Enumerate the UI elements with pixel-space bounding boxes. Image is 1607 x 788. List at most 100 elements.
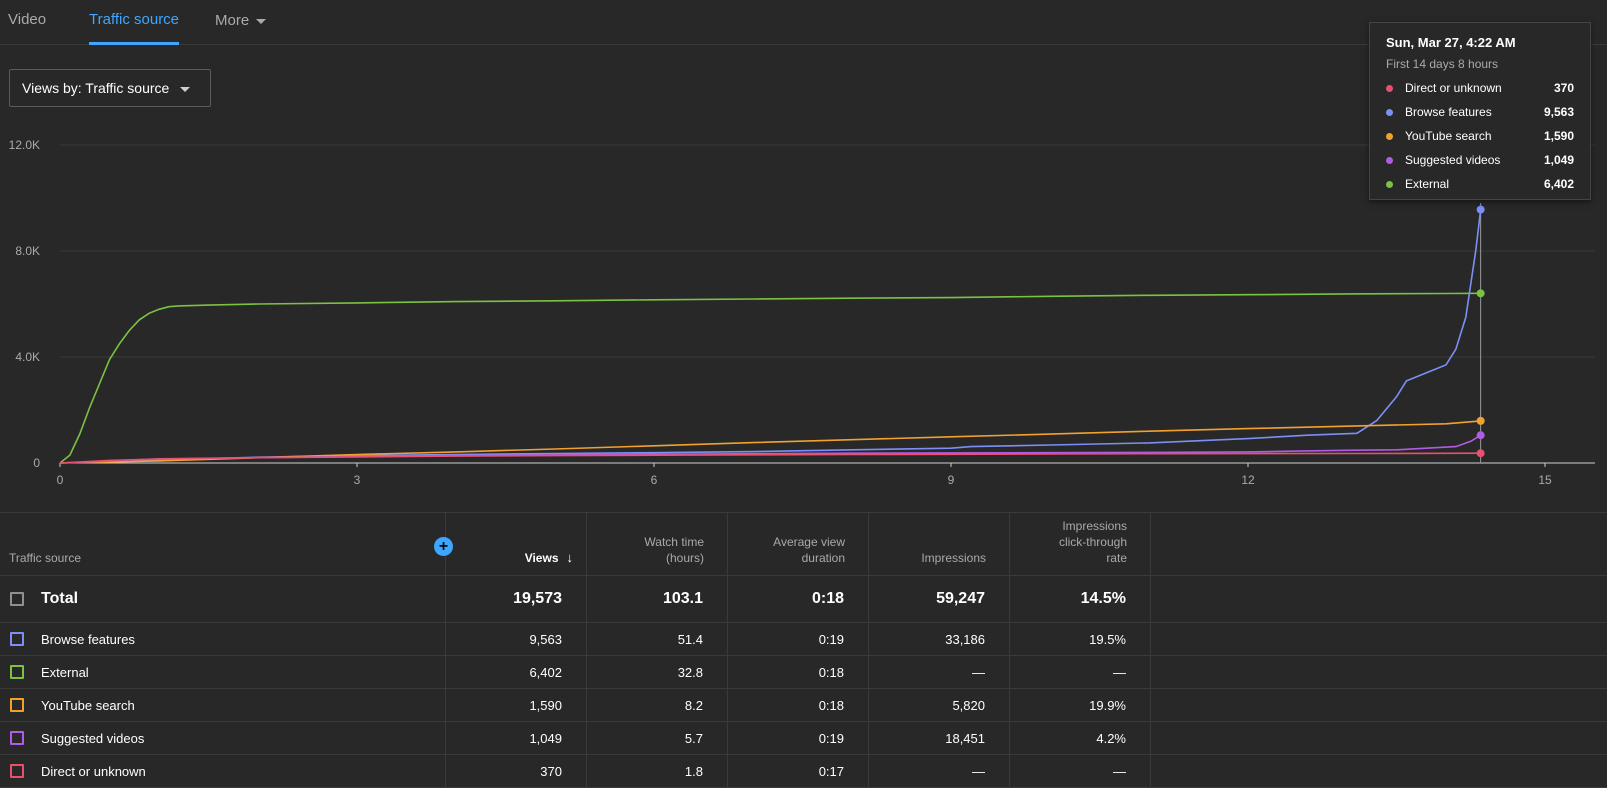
average-duration-cell: 0:18 — [818, 664, 844, 680]
average-duration-cell: 0:18 — [818, 697, 844, 713]
average-duration-cell: 0:17 — [818, 763, 844, 779]
table-row[interactable]: External 6,402 32.8 0:18 — — — [0, 656, 1607, 689]
column-divider — [1009, 512, 1010, 788]
traffic-line-chart[interactable]: 0 4.0K 8.0K 12.0K 0 3 6 9 12 15 — [0, 120, 1607, 490]
chevron-down-icon — [180, 87, 190, 92]
ctr-cell: — — [1113, 664, 1126, 680]
header-impressions[interactable]: Impressions — [921, 551, 986, 565]
total-watch-time: 103.1 — [662, 590, 703, 607]
table-header: Traffic source Views ↓ Watch time (hours) … — [0, 512, 1607, 576]
tooltip-series-value: 9,563 — [1543, 105, 1574, 119]
header-watch-time[interactable]: Watch time (hours) — [644, 535, 704, 565]
series-color-dot-icon — [1386, 108, 1393, 116]
tooltip-series-name: Suggested videos — [1405, 153, 1501, 167]
series-checkbox[interactable] — [10, 632, 24, 646]
total-name-cell: Total — [10, 576, 78, 622]
x-tick-label: 9 — [948, 473, 955, 487]
series-hover-point — [1476, 289, 1485, 298]
table-row[interactable]: Direct or unknown 370 1.8 0:17 — — — [0, 755, 1607, 788]
tooltip-series-name: Browse features — [1405, 105, 1492, 119]
traffic-source-table: Traffic source Views ↓ Watch time (hours) … — [0, 512, 1607, 788]
ctr-cell: — — [1113, 763, 1126, 779]
series-hover-point — [1476, 449, 1485, 458]
y-tick-label: 4.0K — [15, 350, 40, 364]
tab-more-label: More — [215, 12, 250, 29]
header-traffic-source[interactable]: Traffic source — [9, 551, 82, 565]
total-ctr: 14.5% — [1080, 590, 1126, 607]
header-average-view-duration[interactable]: Average view duration — [773, 535, 845, 565]
x-tick-label: 3 — [354, 473, 361, 487]
watch-time-cell: 8.2 — [684, 697, 703, 713]
views-by-dropdown[interactable]: Views by: Traffic source — [9, 69, 211, 107]
x-tick-label: 12 — [1241, 473, 1255, 487]
views-cell: 9,563 — [529, 631, 562, 647]
column-divider — [586, 512, 587, 788]
series-hover-point — [1476, 205, 1485, 214]
y-tick-label: 12.0K — [9, 138, 40, 152]
x-tick-label: 0 — [57, 473, 64, 487]
series-checkbox[interactable] — [10, 698, 24, 712]
total-label: Total — [41, 590, 79, 607]
watch-time-cell: 1.8 — [684, 763, 703, 779]
average-duration-cell: 0:19 — [818, 631, 844, 647]
impressions-cell: — — [972, 763, 985, 779]
views-by-label: Views by: Traffic source — [22, 80, 170, 96]
impressions-cell: 5,820 — [952, 697, 985, 713]
tooltip-subtitle: First 14 days 8 hours — [1386, 57, 1499, 71]
average-duration-cell: 0:19 — [818, 730, 844, 746]
table-row-total: Total 19,573 103.1 0:18 59,247 14.5% — [0, 576, 1607, 623]
tab-video[interactable]: Video — [8, 11, 47, 28]
views-cell: 1,590 — [529, 697, 562, 713]
x-tick-label: 6 — [651, 473, 658, 487]
table-row[interactable]: Browse features 9,563 51.4 0:19 33,186 19.5% — [0, 623, 1607, 656]
series-line-suggested-videos — [59, 434, 1482, 464]
chevron-down-icon — [256, 18, 267, 24]
tooltip-title: Sun, Mar 27, 4:22 AM — [1386, 35, 1516, 50]
watch-time-cell: 5.7 — [684, 730, 703, 746]
total-checkbox[interactable] — [10, 592, 24, 606]
column-divider — [1150, 512, 1151, 788]
tooltip-series-name: Direct or unknown — [1405, 81, 1502, 95]
tooltip-series-value: 370 — [1553, 81, 1574, 95]
series-line-direct-or-unknown — [59, 452, 1481, 464]
impressions-cell: 33,186 — [945, 631, 985, 647]
series-line-external — [59, 292, 1481, 464]
tab-bar: Video Traffic source More — [0, 0, 1607, 45]
ctr-cell: 4.2% — [1096, 730, 1126, 746]
tooltip-series-value: 1,590 — [1543, 129, 1574, 143]
source-name: Browse features — [41, 631, 135, 647]
total-average-duration: 0:18 — [811, 590, 844, 607]
sort-down-icon: ↓ — [566, 550, 574, 565]
x-tick-label: 15 — [1538, 473, 1552, 487]
table-row[interactable]: Suggested videos 1,049 5.7 0:19 18,451 4.2% — [0, 722, 1607, 755]
add-metric-button[interactable]: + — [434, 537, 453, 556]
tooltip-series-name: YouTube search — [1405, 129, 1492, 143]
y-tick-label: 8.0K — [15, 244, 40, 258]
series-checkbox[interactable] — [10, 665, 24, 679]
series-color-dot-icon — [1386, 156, 1393, 164]
views-cell: 370 — [540, 763, 562, 779]
y-tick-label: 0 — [33, 456, 40, 470]
series-hover-point — [1476, 431, 1485, 440]
source-name-cell: Browse features — [10, 623, 135, 655]
header-views[interactable]: Views ↓ — [524, 550, 574, 565]
total-impressions: 59,247 — [936, 590, 985, 607]
tooltip-row: Suggested videos 1,049 — [1386, 148, 1574, 172]
header-impressions-ctr[interactable]: Impressions click-through rate — [1058, 519, 1127, 565]
series-color-dot-icon — [1386, 84, 1393, 92]
tab-traffic-source[interactable]: Traffic source — [89, 0, 180, 45]
ctr-cell: 19.5% — [1089, 631, 1126, 647]
tab-more[interactable]: More — [215, 0, 267, 42]
column-divider — [868, 512, 869, 788]
series-checkbox[interactable] — [10, 731, 24, 745]
tooltip-series-value: 6,402 — [1543, 177, 1574, 191]
column-divider — [727, 512, 728, 788]
source-name-cell: Direct or unknown — [10, 755, 146, 787]
series-line-youtube-search — [59, 420, 1481, 464]
views-cell: 6,402 — [529, 664, 562, 680]
series-checkbox[interactable] — [10, 764, 24, 778]
source-name-cell: YouTube search — [10, 689, 135, 721]
table-row[interactable]: YouTube search 1,590 8.2 0:18 5,820 19.9% — [0, 689, 1607, 722]
tooltip-series-value: 1,049 — [1543, 153, 1574, 167]
tooltip-row: Browse features 9,563 — [1386, 100, 1574, 124]
